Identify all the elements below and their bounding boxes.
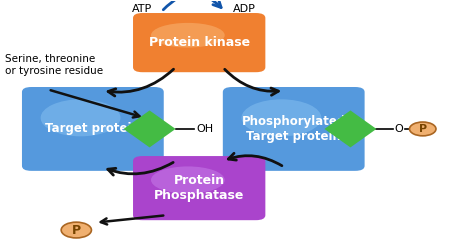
- FancyArrowPatch shape: [51, 90, 139, 118]
- Text: ATP: ATP: [132, 4, 153, 14]
- Text: Protein kinase: Protein kinase: [149, 36, 250, 49]
- FancyBboxPatch shape: [133, 156, 265, 220]
- Text: O: O: [394, 124, 403, 134]
- Text: Serine, threonine
or tyrosine residue: Serine, threonine or tyrosine residue: [5, 54, 103, 76]
- FancyArrowPatch shape: [108, 69, 173, 96]
- Polygon shape: [124, 110, 175, 147]
- FancyArrowPatch shape: [108, 162, 173, 175]
- Circle shape: [61, 222, 91, 238]
- Text: OH: OH: [197, 124, 214, 134]
- FancyArrowPatch shape: [163, 0, 221, 10]
- Ellipse shape: [151, 23, 225, 48]
- Polygon shape: [324, 110, 376, 147]
- FancyBboxPatch shape: [22, 87, 164, 171]
- Circle shape: [410, 122, 436, 136]
- Ellipse shape: [41, 99, 120, 136]
- Text: P: P: [72, 223, 81, 237]
- Ellipse shape: [241, 99, 321, 136]
- FancyBboxPatch shape: [133, 13, 265, 72]
- Ellipse shape: [151, 166, 225, 193]
- FancyArrowPatch shape: [225, 69, 278, 95]
- Text: Phosphorylated
Target protein: Phosphorylated Target protein: [242, 115, 346, 143]
- Text: P: P: [419, 124, 427, 134]
- FancyBboxPatch shape: [223, 87, 365, 171]
- FancyArrowPatch shape: [101, 216, 164, 224]
- Text: Target protein: Target protein: [46, 123, 140, 135]
- Text: Protein
Phosphatase: Protein Phosphatase: [154, 174, 245, 202]
- FancyArrowPatch shape: [228, 153, 282, 166]
- Text: ADP: ADP: [233, 4, 255, 14]
